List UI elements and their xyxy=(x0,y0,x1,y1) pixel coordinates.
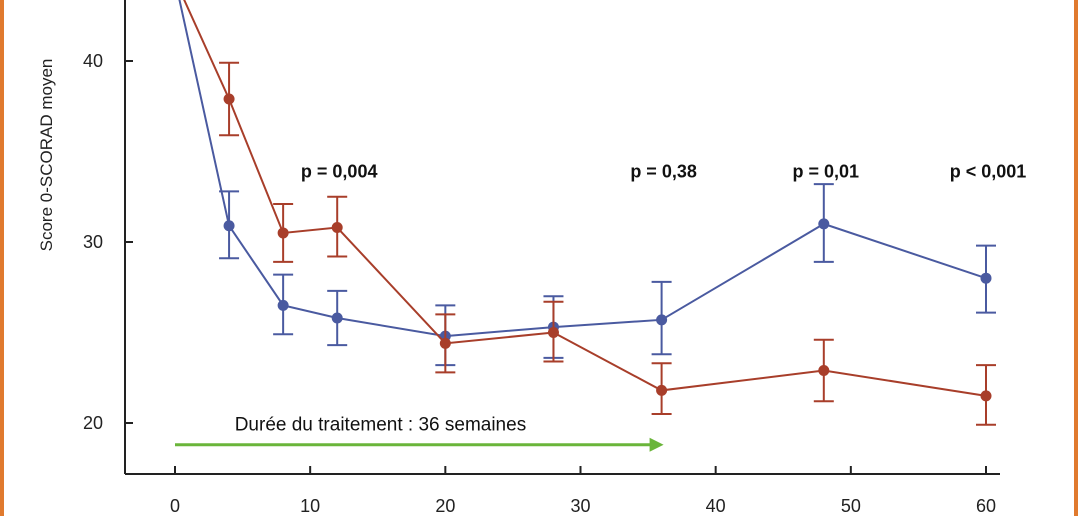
p-value-annotation: p = 0,38 xyxy=(630,161,697,181)
x-tick-label: 20 xyxy=(435,496,455,516)
treatment-arrow-head xyxy=(649,437,664,452)
p-value-annotation: p = 0,004 xyxy=(301,161,378,181)
series-line xyxy=(183,0,987,397)
treatment-arrow xyxy=(175,437,664,452)
x-ticks: 0 10 20 30 40 50 60 xyxy=(170,466,996,516)
data-point xyxy=(277,299,289,311)
data-point xyxy=(439,337,451,349)
data-point xyxy=(223,93,235,105)
series-1 xyxy=(178,0,996,367)
series-line xyxy=(178,0,987,338)
y-axis-title: Score 0-SCORAD moyen xyxy=(37,59,56,252)
data-point xyxy=(331,312,343,324)
x-tick-label: 10 xyxy=(300,496,320,516)
x-tick-label: 50 xyxy=(841,496,861,516)
p-value-annotation: p < 0,001 xyxy=(950,161,1027,181)
data-point xyxy=(818,365,830,377)
x-tick-label: 60 xyxy=(976,496,996,516)
x-tick-label: 40 xyxy=(706,496,726,516)
y-tick-label: 20 xyxy=(83,413,103,433)
treatment-duration-label: Durée du traitement : 36 semaines xyxy=(235,415,527,436)
y-tick-label: 40 xyxy=(83,51,103,71)
data-point xyxy=(656,384,668,396)
data-point xyxy=(818,218,830,230)
data-point xyxy=(547,327,559,338)
series-2 xyxy=(183,0,996,426)
y-tick-label: 30 xyxy=(83,232,103,252)
data-point xyxy=(980,390,992,402)
y-ticks: 20 30 40 xyxy=(83,51,133,433)
data-point xyxy=(980,272,992,284)
annotation-layer: p = 0,004 p = 0,38 p = 0,01 p < 0,001 xyxy=(301,161,1026,181)
data-point xyxy=(277,227,289,239)
series-layer xyxy=(178,0,996,426)
x-tick-label: 30 xyxy=(570,496,590,516)
data-point xyxy=(331,222,343,234)
data-point xyxy=(656,314,668,326)
data-point xyxy=(223,220,235,232)
x-tick-label: 0 xyxy=(170,496,180,516)
p-value-annotation: p = 0,01 xyxy=(793,161,860,181)
